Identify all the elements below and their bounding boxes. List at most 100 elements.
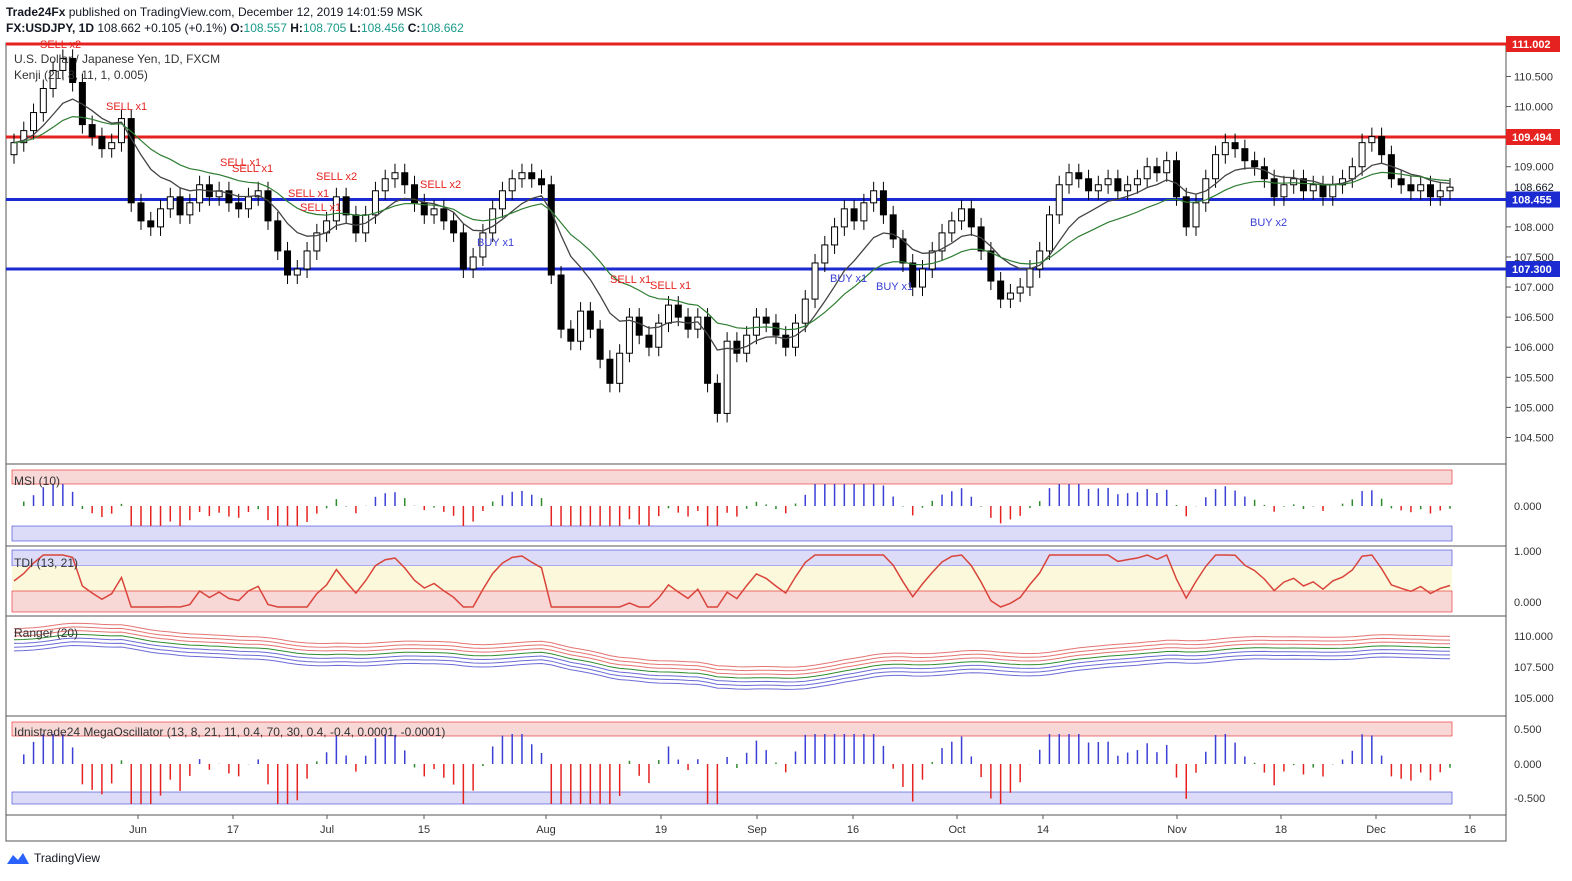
candle-body[interactable] xyxy=(1065,172,1073,186)
candle-body[interactable] xyxy=(1104,178,1112,186)
candle-body[interactable] xyxy=(704,316,712,384)
candle-body[interactable] xyxy=(713,382,721,414)
candle-body[interactable] xyxy=(840,208,848,228)
candle-body[interactable] xyxy=(860,202,868,222)
candle-body[interactable] xyxy=(1036,250,1044,270)
candle-body[interactable] xyxy=(1241,148,1249,162)
candle-body[interactable] xyxy=(411,184,419,204)
candle-body[interactable] xyxy=(547,184,555,276)
candle-body[interactable] xyxy=(235,202,243,210)
candle-body[interactable] xyxy=(723,340,731,414)
candle-body[interactable] xyxy=(665,304,673,324)
candle-body[interactable] xyxy=(821,244,829,264)
candle-body[interactable] xyxy=(752,316,760,336)
candle-body[interactable] xyxy=(1280,184,1288,198)
candle-body[interactable] xyxy=(577,310,585,342)
symbol-label[interactable]: FX:USDJPY, 1D xyxy=(6,21,95,35)
candle-body[interactable] xyxy=(1143,166,1151,180)
candle-body[interactable] xyxy=(1426,184,1434,198)
candle-body[interactable] xyxy=(59,57,67,71)
candle-body[interactable] xyxy=(1114,178,1122,192)
candle-body[interactable] xyxy=(1055,184,1063,216)
candle-body[interactable] xyxy=(1378,136,1386,156)
candle-body[interactable] xyxy=(674,304,682,318)
candle-body[interactable] xyxy=(1397,178,1405,186)
candle-body[interactable] xyxy=(186,202,194,216)
candle-body[interactable] xyxy=(1260,166,1268,180)
candle-body[interactable] xyxy=(1182,196,1190,228)
mega-oscillator-pane[interactable] xyxy=(11,721,1453,805)
candle-body[interactable] xyxy=(371,190,379,216)
candle-body[interactable] xyxy=(450,220,458,234)
time-axis[interactable]: Jun 17 Jul 15 Aug 19 Sep 16 Oct 14 Nov 18 Dec 16 xyxy=(129,815,1476,836)
candle-body[interactable] xyxy=(772,322,780,336)
candle-body[interactable] xyxy=(889,214,897,240)
candle-body[interactable] xyxy=(1075,172,1083,180)
kenji-indicator-title[interactable]: Kenji (21, 8, 11, 1, 0.005) xyxy=(14,68,148,82)
candle-body[interactable] xyxy=(606,358,614,384)
candle-body[interactable] xyxy=(733,340,741,354)
candle-body[interactable] xyxy=(1358,142,1366,168)
candle-body[interactable] xyxy=(244,196,252,210)
tdi-pane[interactable] xyxy=(11,549,1453,613)
candle-body[interactable] xyxy=(284,250,292,276)
candle-body[interactable] xyxy=(1251,160,1259,168)
candle-body[interactable] xyxy=(870,190,878,204)
tdi-line[interactable] xyxy=(13,553,1451,608)
candle-body[interactable] xyxy=(157,208,165,228)
candle-body[interactable] xyxy=(98,136,106,150)
candle-body[interactable] xyxy=(430,208,438,216)
candle-body[interactable] xyxy=(1094,184,1102,192)
candle-body[interactable] xyxy=(977,226,985,252)
price-axis[interactable]: 110.500 110.000 109.000 108.000 107.500 107.0… xyxy=(1506,36,1560,805)
candle-body[interactable] xyxy=(948,220,956,234)
candle-body[interactable] xyxy=(303,250,311,270)
candle-body[interactable] xyxy=(1309,184,1317,192)
candle-body[interactable] xyxy=(1368,136,1376,144)
candle-body[interactable] xyxy=(1006,292,1014,300)
candle-body[interactable] xyxy=(967,208,975,228)
candle-body[interactable] xyxy=(801,298,809,324)
ranger-title[interactable]: Ranger (20) xyxy=(14,626,79,640)
candle-body[interactable] xyxy=(1270,178,1278,198)
candle-body[interactable] xyxy=(557,274,565,330)
candle-body[interactable] xyxy=(1026,268,1034,288)
candle-body[interactable] xyxy=(596,328,604,360)
tradingview-brand[interactable]: TradingView xyxy=(34,851,101,865)
candle-body[interactable] xyxy=(987,250,995,282)
candle-body[interactable] xyxy=(997,280,1005,300)
candle-body[interactable] xyxy=(928,250,936,270)
kenji-line[interactable] xyxy=(13,98,1451,351)
candle-body[interactable] xyxy=(1348,166,1356,180)
candle-body[interactable] xyxy=(264,190,272,222)
candle-body[interactable] xyxy=(879,190,887,216)
candle-body[interactable] xyxy=(1319,184,1327,198)
candle-body[interactable] xyxy=(20,130,28,144)
candle-body[interactable] xyxy=(1153,166,1161,174)
candle-body[interactable] xyxy=(635,316,643,336)
candle-body[interactable] xyxy=(342,196,350,216)
msi-title[interactable]: MSI (10) xyxy=(14,474,61,488)
candle-body[interactable] xyxy=(274,220,282,252)
publisher-name[interactable]: Trade24Fx xyxy=(6,5,66,19)
candle-body[interactable] xyxy=(498,190,506,210)
candle-body[interactable] xyxy=(225,190,233,204)
candle-body[interactable] xyxy=(918,268,926,288)
candle-body[interactable] xyxy=(69,57,77,83)
tradingview-logo-icon[interactable] xyxy=(6,850,30,866)
candle-body[interactable] xyxy=(899,238,907,264)
candle-body[interactable] xyxy=(1436,190,1444,198)
candle-body[interactable] xyxy=(1192,202,1200,228)
candle-body[interactable] xyxy=(1133,178,1141,186)
candle-body[interactable] xyxy=(49,69,57,90)
candle-body[interactable] xyxy=(538,178,546,186)
candle-body[interactable] xyxy=(479,232,487,258)
candle-body[interactable] xyxy=(694,316,702,330)
candles-group[interactable] xyxy=(10,49,1454,423)
candle-body[interactable] xyxy=(831,226,839,246)
ranger-pane[interactable] xyxy=(13,622,1451,690)
candle-body[interactable] xyxy=(381,178,389,192)
candle-body[interactable] xyxy=(811,262,819,300)
